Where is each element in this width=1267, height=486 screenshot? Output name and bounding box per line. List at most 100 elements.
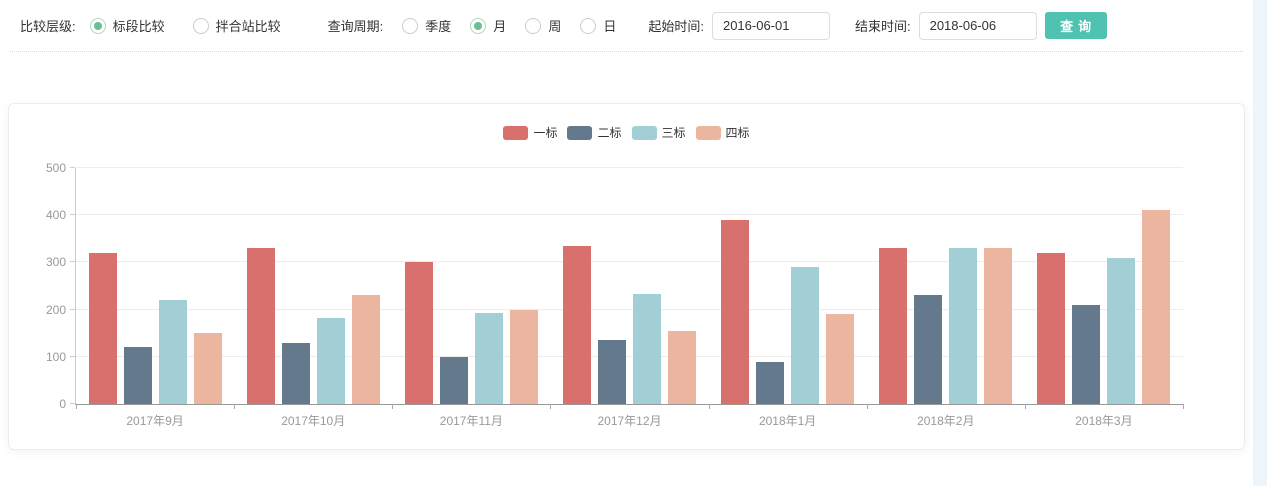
radio-day-label[interactable]: 日	[603, 19, 617, 34]
bar-二标-2017年9月	[123, 347, 152, 404]
category-group: 2017年10月	[234, 168, 392, 428]
bar-一标-2018年3月	[1037, 252, 1066, 404]
y-axis-label: 0	[59, 397, 66, 411]
bar-二标-2017年12月	[597, 340, 626, 404]
radio-circle-icon[interactable]	[89, 17, 106, 34]
legend-item-4[interactable]: 四标	[695, 124, 750, 141]
legend-swatch-icon	[567, 125, 593, 140]
bar-一标-2017年12月	[562, 245, 591, 404]
radio-section-compare-label[interactable]: 标段比较	[112, 19, 165, 34]
x-axis-tick	[234, 404, 236, 409]
y-axis-label: 400	[45, 208, 66, 223]
filter-toolbar: 比较层级: 标段比较 拌合站比较 查询周期: 季度 月 周 日 起始时间: 结束	[10, 0, 1243, 52]
radio-week-label[interactable]: 周	[548, 19, 562, 34]
bar-一标-2017年9月	[88, 252, 117, 404]
x-axis-label: 2017年10月	[281, 414, 346, 428]
radio-quarter[interactable]: 季度	[402, 16, 451, 35]
x-axis-tick	[1024, 404, 1026, 409]
end-date-input[interactable]	[918, 11, 1037, 40]
radio-month[interactable]: 月	[470, 16, 506, 35]
radio-quarter-label[interactable]: 季度	[425, 19, 452, 34]
radio-week[interactable]: 周	[525, 16, 561, 35]
y-axis-tick	[70, 403, 75, 404]
x-axis-label: 2018年3月	[1075, 414, 1133, 428]
bar-四标-2017年10月	[351, 295, 380, 404]
legend-label: 二标	[597, 126, 622, 140]
x-axis-label: 2017年11月	[439, 414, 503, 428]
bar-二标-2018年2月	[914, 295, 943, 404]
radio-section-compare[interactable]: 标段比较	[89, 16, 165, 35]
query-period-label: 查询周期:	[327, 19, 384, 34]
legend-label: 三标	[661, 126, 686, 140]
x-axis-tick	[392, 404, 394, 409]
gridline	[76, 308, 1183, 310]
bar-四标-2018年1月	[826, 314, 855, 404]
category-group: 2017年12月	[550, 168, 708, 428]
bar-三标-2017年10月	[316, 317, 345, 404]
start-time-label: 起始时间:	[648, 19, 704, 34]
radio-circle-icon[interactable]	[470, 17, 487, 34]
gridline	[76, 261, 1183, 263]
start-date-input[interactable]	[711, 11, 830, 40]
compare-level-label: 比较层级:	[20, 19, 76, 34]
legend-item-3[interactable]: 三标	[631, 124, 686, 141]
legend-swatch-icon	[695, 125, 721, 140]
bar-四标-2017年11月	[509, 309, 538, 404]
y-axis-label: 500	[45, 161, 66, 175]
bar-四标-2018年2月	[984, 248, 1013, 404]
y-axis-tick	[70, 261, 75, 263]
gridline	[76, 214, 1183, 216]
bar-三标-2018年1月	[791, 267, 820, 404]
bar-四标-2018年3月	[1142, 210, 1171, 404]
bar-三标-2018年2月	[949, 248, 978, 404]
plot-area: 0 100 200 300 400 500 2017年9月 2017年10月 2017年11月 2…	[46, 161, 1184, 428]
query-button[interactable]: 查询	[1044, 12, 1107, 39]
radio-mixing-station-compare[interactable]: 拌合站比较	[192, 16, 281, 35]
bar-三标-2017年9月	[158, 300, 187, 404]
x-axis-label: 2017年9月	[126, 414, 184, 428]
radio-circle-icon[interactable]	[192, 17, 209, 34]
bar-一标-2017年10月	[246, 248, 275, 404]
end-time-label: 结束时间:	[854, 19, 911, 34]
radio-circle-icon[interactable]	[580, 17, 597, 34]
x-axis-tick	[708, 404, 710, 409]
category-group: 2018年2月	[867, 168, 1025, 428]
legend-label: 四标	[725, 126, 750, 140]
x-axis-tick	[550, 404, 552, 409]
radio-month-label[interactable]: 月	[493, 19, 507, 34]
bar-二标-2018年3月	[1072, 304, 1101, 404]
category-group: 2017年11月	[392, 168, 550, 428]
gridline	[76, 355, 1183, 357]
gridline	[76, 167, 1183, 168]
category-group: 2017年9月	[76, 168, 234, 428]
bar-四标-2017年12月	[667, 330, 696, 404]
y-axis-tick	[70, 355, 75, 357]
radio-mixing-station-compare-label[interactable]: 拌合站比较	[215, 19, 281, 34]
y-axis-tick	[70, 167, 75, 168]
x-axis-tick	[76, 404, 77, 409]
legend-label: 一标	[533, 126, 558, 140]
x-axis-label: 2017年12月	[597, 414, 662, 428]
bar-四标-2017年9月	[193, 333, 222, 404]
bar-二标-2018年1月	[756, 361, 785, 404]
radio-circle-icon[interactable]	[402, 17, 419, 34]
bar-一标-2018年1月	[721, 219, 750, 404]
bar-三标-2018年3月	[1107, 257, 1136, 404]
bar-一标-2018年2月	[879, 248, 908, 404]
radio-day[interactable]: 日	[580, 16, 616, 35]
category-group: 2018年1月	[709, 168, 867, 428]
x-axis-tick	[866, 404, 868, 409]
bar-三标-2017年12月	[632, 293, 661, 404]
x-axis-label: 2018年2月	[917, 414, 975, 428]
y-axis-tick	[70, 214, 75, 216]
radio-circle-icon[interactable]	[525, 17, 542, 34]
chart-legend: 一标 二标 三标 四标	[9, 104, 1244, 141]
category-group: 2018年3月	[1025, 168, 1183, 428]
bar-二标-2017年10月	[281, 342, 310, 404]
legend-item-2[interactable]: 二标	[567, 124, 622, 141]
y-axis-label: 100	[45, 349, 66, 364]
bar-一标-2017年11月	[404, 262, 433, 404]
legend-item-1[interactable]: 一标	[503, 124, 557, 141]
y-axis-label: 300	[45, 255, 66, 270]
